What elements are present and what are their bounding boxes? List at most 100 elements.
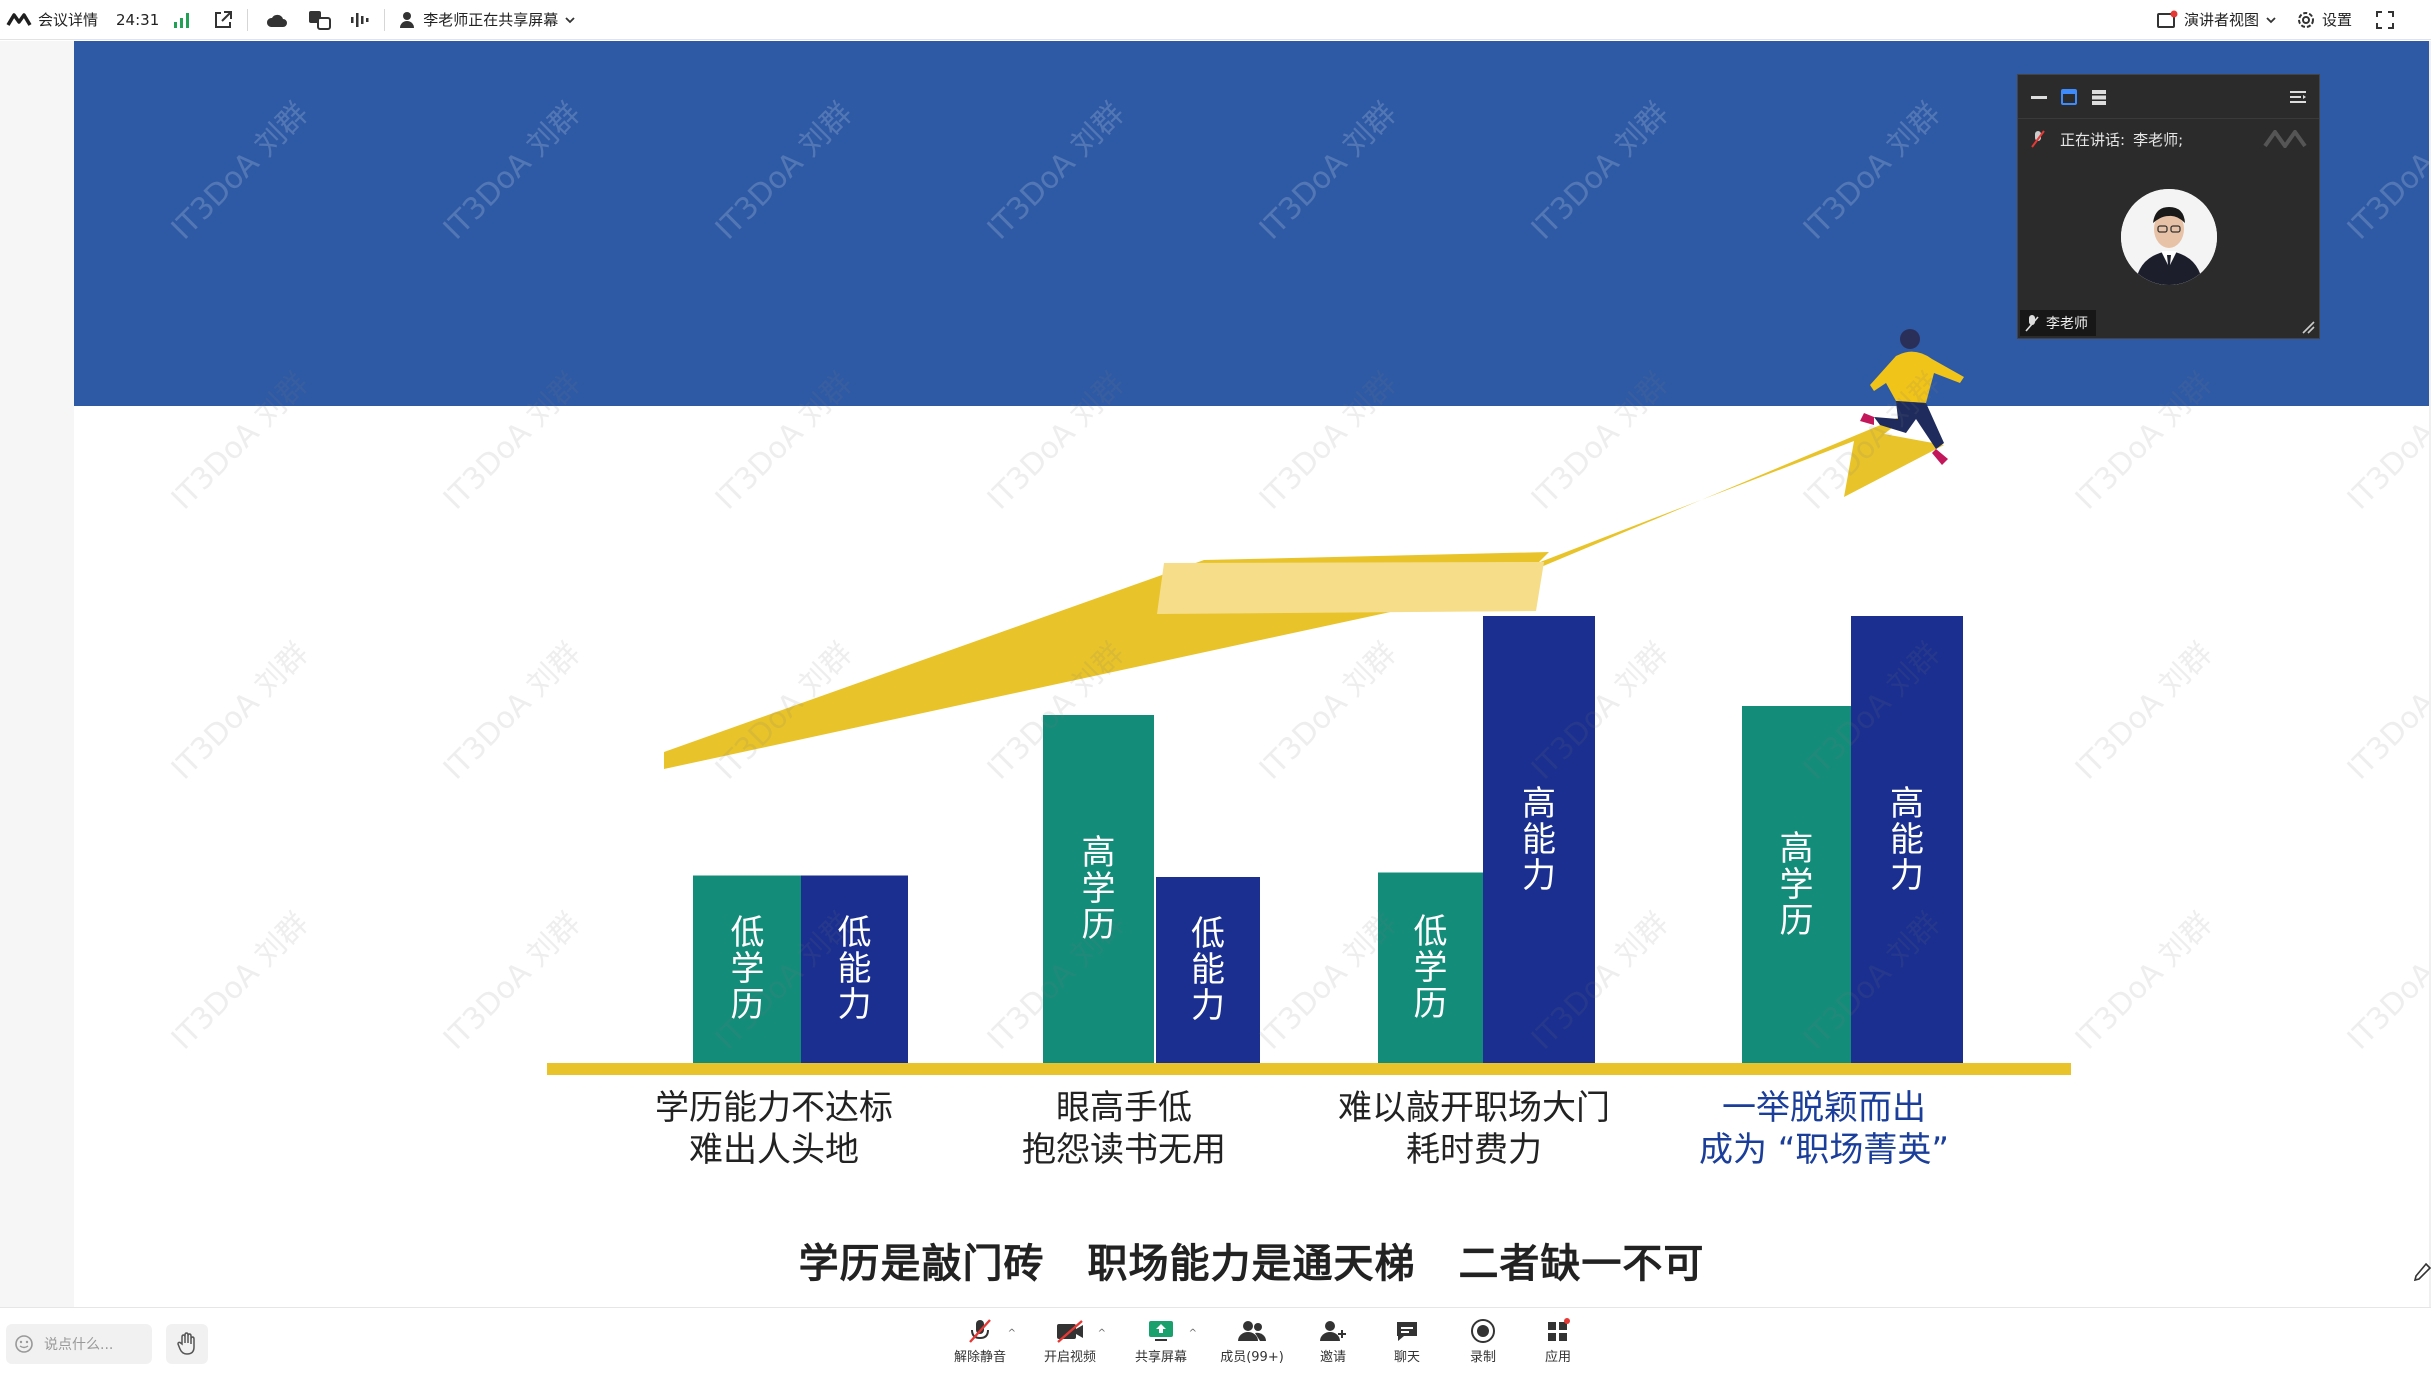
- caption-group-4: 一举脱颖而出 成为 “职场菁英”: [1674, 1087, 1974, 1171]
- speaker-name: 李老师;: [2133, 130, 2184, 149]
- members-label: 成员(99+): [1220, 1350, 1284, 1365]
- view-mode-dropdown[interactable]: 演讲者视图: [2156, 0, 2277, 40]
- meeting-timer: 24:31: [116, 10, 160, 29]
- speaker-avatar: [2121, 189, 2217, 285]
- unmute-label: 解除静音: [953, 1350, 1006, 1365]
- invite-button[interactable]: 邀请: [1293, 1316, 1373, 1372]
- quick-chat-placeholder: 说点什么...: [44, 1337, 114, 1353]
- start-video-button[interactable]: 开启视频 ^: [1030, 1316, 1110, 1372]
- resize-handle-icon[interactable]: [2301, 320, 2315, 334]
- speaking-label: 正在讲话:: [2060, 130, 2126, 149]
- panel-menu-icon[interactable]: [2289, 89, 2307, 105]
- watermark-text: IT3DoA 刘群: [165, 636, 315, 786]
- signal-strength-icon[interactable]: [173, 12, 191, 28]
- chart-bar-8: [1851, 616, 1963, 1063]
- camera-off-icon: [1057, 1320, 1083, 1343]
- audio-wave-icon[interactable]: [350, 11, 370, 29]
- growth-arrow-highlight: [1157, 562, 1544, 614]
- video-panel-header: [2018, 75, 2319, 119]
- list-view-icon[interactable]: [2090, 88, 2108, 106]
- share-screen-button[interactable]: 共享屏幕 ^: [1121, 1316, 1201, 1372]
- gear-icon: [2298, 11, 2314, 28]
- watermark-text: IT3DoA 刘群: [437, 906, 587, 1056]
- sharing-status-dropdown[interactable]: 李老师正在共享屏幕: [399, 0, 576, 40]
- chart-bar-label-1: 低 学 历: [730, 913, 765, 1026]
- watermark-text: IT3DoA 刘群: [2069, 906, 2219, 1056]
- speaker-name-tag: 李老师: [2020, 310, 2096, 336]
- single-view-icon[interactable]: [2060, 88, 2078, 106]
- sharing-status-label: 李老师正在共享屏幕: [423, 11, 559, 29]
- chevron-down-icon: [565, 16, 575, 23]
- watermark-text: IT3DoA 刘群: [437, 636, 587, 786]
- caption-line1: 难以敲开职场大门: [1338, 1088, 1610, 1128]
- caption-line2: 难出人头地: [689, 1130, 859, 1170]
- chat-button[interactable]: 聊天: [1367, 1316, 1447, 1372]
- caption-group-1: 学历能力不达标 难出人头地: [644, 1087, 904, 1171]
- mic-muted-icon: [2031, 130, 2045, 148]
- caption-line2: 耗时费力: [1406, 1130, 1542, 1170]
- record-button[interactable]: 录制: [1443, 1316, 1523, 1372]
- fullscreen-icon[interactable]: [2375, 10, 2395, 30]
- chart-bar-label-2: 低 能 力: [837, 913, 872, 1026]
- invite-label: 邀请: [1319, 1350, 1346, 1365]
- caption-group-3: 难以敲开职场大门 耗时费力: [1324, 1087, 1624, 1171]
- record-icon: [1471, 1319, 1495, 1343]
- chart-bar-label-7: 高 学 历: [1779, 828, 1814, 941]
- apps-button[interactable]: 应用: [1518, 1316, 1598, 1372]
- members-button[interactable]: 成员(99+): [1212, 1316, 1292, 1372]
- watermark-text: IT3DoA 刘群: [2341, 906, 2429, 1056]
- watermark-text: IT3DoA 刘群: [1253, 366, 1403, 516]
- watermark-text: IT3DoA 刘群: [709, 96, 859, 246]
- slide-graphic: IT3DoA 刘群 IT3DoA 刘群 IT3DoA 刘群 IT3DoA 刘群 IT3D…: [165, 96, 2429, 1075]
- caption-line1: 眼高手低: [1056, 1088, 1192, 1128]
- chevron-up-icon[interactable]: ^: [1007, 1328, 1016, 1339]
- watermark-text: IT3DoA 刘群: [981, 366, 1131, 516]
- chat-label: 聊天: [1393, 1350, 1420, 1365]
- meeting-details-button[interactable]: 会议详情: [6, 0, 98, 40]
- watermark-text: IT3DoA 刘群: [2341, 96, 2429, 246]
- presenter-view-icon: [2157, 10, 2178, 28]
- watermark-text: IT3DoA 刘群: [165, 906, 315, 1056]
- watermark-text: IT3DoA 刘群: [437, 96, 587, 246]
- caption-line1: 学历能力不达标: [655, 1088, 893, 1128]
- watermark-text: IT3DoA 刘群: [709, 366, 859, 516]
- left-margin: [0, 41, 74, 1307]
- chevron-up-icon[interactable]: ^: [1097, 1328, 1106, 1339]
- slide-conclusion: 学历是敲门砖 职场能力是通天梯 二者缺一不可: [74, 1231, 2429, 1289]
- tencent-meeting-logo-icon: [6, 12, 32, 26]
- cloud-icon[interactable]: [266, 12, 288, 28]
- external-link-icon[interactable]: [213, 10, 233, 30]
- quick-chat-input[interactable]: 说点什么...: [6, 1324, 152, 1364]
- raise-hand-button[interactable]: [166, 1324, 208, 1364]
- speaker-video-panel[interactable]: 正在讲话: 李老师; 李老师: [2017, 74, 2320, 339]
- speaking-indicator: 正在讲话: 李老师;: [2018, 119, 2319, 159]
- translate-icon[interactable]: [308, 10, 332, 30]
- meeting-details-label: 会议详情: [38, 11, 99, 29]
- watermark-text: IT3DoA 刘群: [2069, 366, 2219, 516]
- chart-baseline: [547, 1063, 2071, 1075]
- view-mode-label: 演讲者视图: [2184, 11, 2260, 29]
- settings-button[interactable]: 设置: [2296, 0, 2352, 40]
- watermark-text: IT3DoA 刘群: [1253, 636, 1403, 786]
- conclusion-part-2: 职场能力是通天梯: [1087, 1241, 1416, 1287]
- invite-icon: [1320, 1321, 1346, 1341]
- watermark-text: IT3DoA 刘群: [2341, 636, 2429, 786]
- annotation-pen-icon[interactable]: [2412, 1262, 2431, 1284]
- share-screen-icon: [1149, 1321, 1173, 1341]
- mic-muted-icon: [969, 1319, 991, 1343]
- chart-bar-label-8: 高 能 力: [1890, 783, 1924, 896]
- presenter-user-icon: [400, 11, 415, 28]
- conclusion-part-1: 学历是敲门砖: [798, 1241, 1045, 1287]
- network-signal-icon: [2263, 130, 2307, 148]
- chart-bar-label-4: 低 能 力: [1191, 914, 1225, 1026]
- unmute-button[interactable]: 解除静音 ^: [940, 1316, 1020, 1372]
- watermark-text: IT3DoA 刘群: [2341, 366, 2429, 516]
- apps-icon: [1548, 1318, 1570, 1341]
- minimize-icon[interactable]: [2030, 92, 2048, 102]
- watermark-text: IT3DoA 刘群: [165, 96, 315, 246]
- watermark-text: IT3DoA 刘群: [1797, 96, 1947, 246]
- chart-bar-1: [693, 875, 802, 1063]
- caption-group-2: 眼高手低 抱怨读书无用: [994, 1087, 1254, 1171]
- emoji-icon[interactable]: [14, 1334, 34, 1354]
- chevron-up-icon[interactable]: ^: [1188, 1328, 1197, 1339]
